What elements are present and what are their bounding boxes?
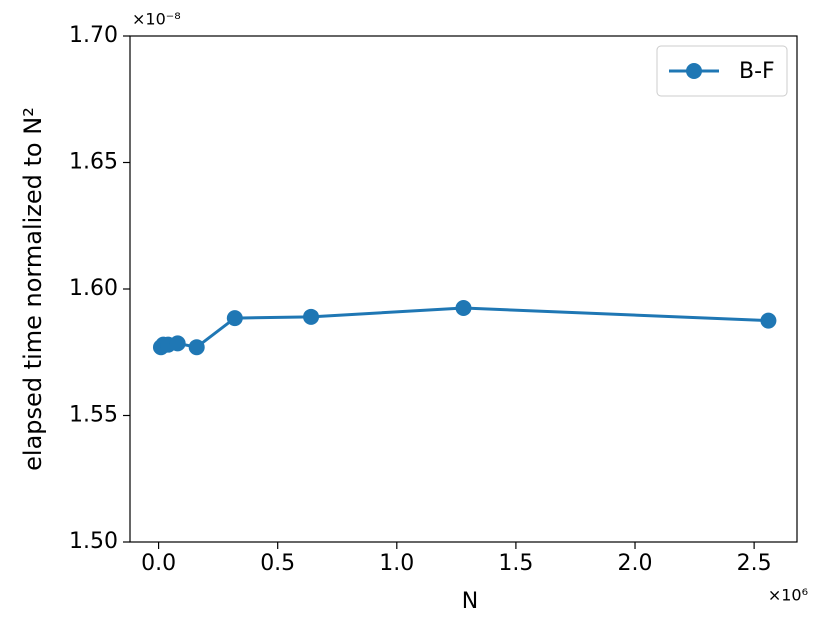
y-offset-label: ×10⁻⁸ — [132, 10, 181, 29]
x-offset-label: ×10⁶ — [768, 586, 808, 605]
y-tick-label: 1.50 — [69, 529, 118, 554]
x-tick-label: 2.5 — [737, 551, 772, 576]
data-point — [760, 312, 777, 329]
x-tick-label: 0.0 — [141, 551, 176, 576]
y-tick-label: 1.70 — [69, 23, 118, 48]
y-tick-label: 1.60 — [69, 276, 118, 301]
legend-label: B-F — [739, 59, 775, 84]
x-tick-label: 1.5 — [498, 551, 533, 576]
data-point — [455, 299, 472, 316]
legend-box — [656, 45, 788, 97]
x-tick-label: 1.0 — [379, 551, 414, 576]
y-tick-label: 1.55 — [69, 403, 118, 428]
y-tick-label: 1.65 — [69, 150, 118, 175]
x-axis-label: N — [462, 589, 478, 614]
legend-marker — [686, 63, 702, 79]
data-point — [169, 335, 186, 352]
data-point — [303, 308, 320, 325]
x-tick-label: 2.0 — [618, 551, 653, 576]
data-point — [226, 310, 243, 327]
x-tick-label: 0.5 — [260, 551, 295, 576]
y-axis-label: elapsed time normalized to N² — [19, 107, 47, 471]
plot-frame — [129, 35, 798, 543]
data-point — [188, 339, 205, 356]
